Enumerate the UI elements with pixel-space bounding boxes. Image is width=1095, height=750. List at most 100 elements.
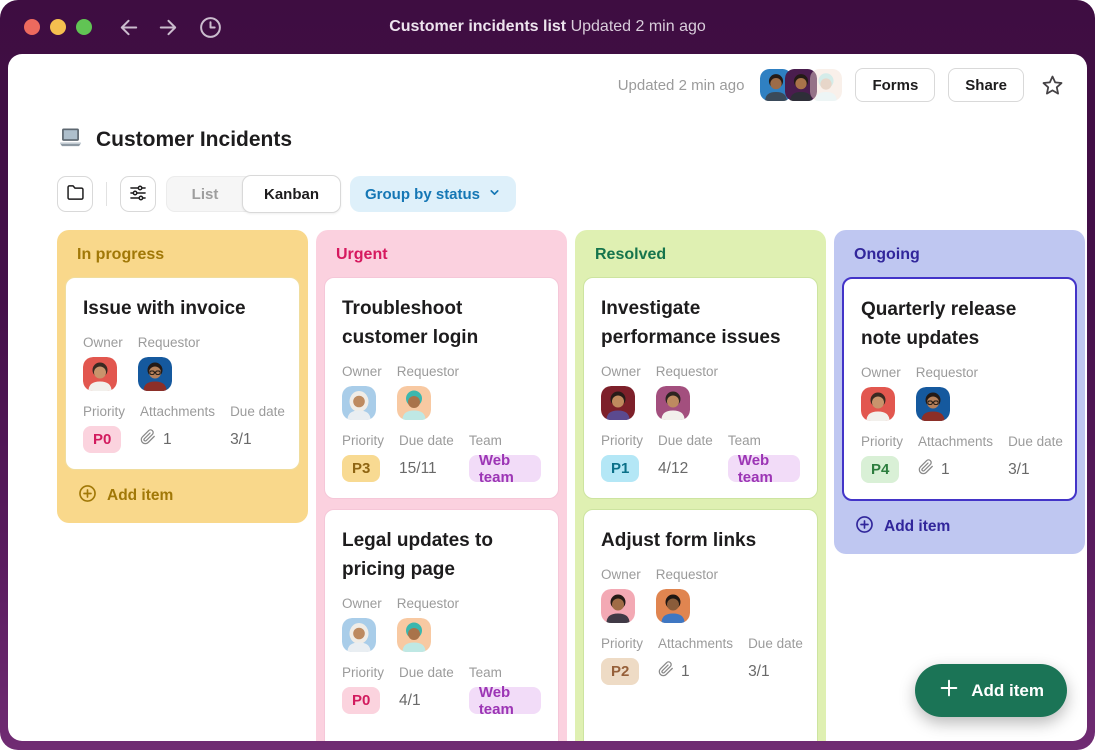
column-header: In progress (77, 246, 165, 263)
card-troubleshoot-customer-login[interactable]: Troubleshoot customer login Owner Reques… (324, 277, 559, 499)
avatar[interactable] (760, 69, 793, 101)
folder-icon (65, 182, 86, 206)
team-badge[interactable]: Web team (468, 452, 541, 486)
star-icon[interactable] (1037, 68, 1067, 102)
tab-kanban-view[interactable]: Kanban (242, 175, 342, 213)
tab-list-view[interactable]: List (191, 185, 219, 203)
toolbar: List Kanban Group by status (57, 175, 517, 213)
field-label: Requestor (915, 365, 979, 380)
avatar[interactable] (810, 69, 843, 101)
priority-badge[interactable]: P0 (83, 426, 122, 453)
due-date-value[interactable]: 4/1 (399, 691, 421, 709)
priority-badge[interactable]: P1 (601, 455, 640, 482)
card-title: Quarterly release note updates (861, 299, 1017, 349)
paperclip-icon (918, 459, 934, 480)
card-title: Troubleshoot customer login (342, 298, 479, 348)
owner-avatar[interactable] (861, 387, 895, 421)
team-badge[interactable]: Web team (727, 452, 800, 486)
attachments-value[interactable]: 1 (658, 661, 690, 682)
field-label: Requestor (137, 335, 201, 350)
card-title: Legal updates to pricing page (342, 530, 493, 580)
forward-icon[interactable] (156, 16, 179, 39)
attachments-value[interactable]: 1 (140, 429, 172, 450)
requestor-avatar[interactable] (137, 357, 172, 391)
priority-badge[interactable]: P2 (601, 658, 640, 685)
filter-button[interactable] (120, 176, 156, 212)
priority-badge[interactable]: P4 (861, 456, 900, 483)
card-quarterly-release-note-updates[interactable]: Quarterly release note updates Owner Req… (842, 277, 1077, 501)
paperclip-icon (140, 429, 156, 450)
requestor-avatar[interactable] (915, 387, 950, 421)
requestor-avatar[interactable] (655, 386, 690, 420)
field-label: Priority (601, 636, 644, 651)
field-label: Requestor (655, 567, 719, 582)
card-investigate-performance-issues[interactable]: Investigate performance issues Owner Req… (583, 277, 818, 499)
page-title: Customer Incidents (57, 124, 292, 156)
column-header: Ongoing (854, 246, 920, 263)
field-label: Due date (748, 636, 803, 651)
member-avatars[interactable] (760, 69, 843, 101)
requestor-avatar[interactable] (396, 618, 431, 652)
paperclip-icon (658, 661, 674, 682)
source-folder-button[interactable] (57, 176, 93, 212)
owner-avatar[interactable] (342, 386, 376, 420)
forms-button[interactable]: Forms (855, 68, 936, 102)
avatar[interactable] (785, 69, 818, 101)
field-label: Attachments (918, 434, 994, 449)
back-icon[interactable] (118, 16, 141, 39)
owner-avatar[interactable] (342, 618, 376, 652)
group-by-dropdown[interactable]: Group by status (350, 176, 517, 212)
attachments-value[interactable]: 1 (918, 459, 950, 480)
field-label: Owner (342, 596, 382, 611)
field-label: Owner (601, 364, 641, 379)
card-adjust-form-links[interactable]: Adjust form links Owner Requestor Priori… (583, 509, 818, 741)
add-item-button[interactable]: Add item (77, 483, 290, 509)
column-header: Urgent (336, 246, 388, 263)
view-switcher: List Kanban (166, 175, 342, 213)
sliders-icon (128, 183, 148, 206)
due-date-value[interactable]: 3/1 (1008, 460, 1030, 478)
kanban-board: In progress Issue with invoice Owner Req… (57, 230, 1085, 741)
field-label: Requestor (655, 364, 719, 379)
field-label: Priority (601, 433, 644, 448)
laptop-icon (57, 124, 84, 156)
column-resolved: Resolved Investigate performance issues … (575, 230, 826, 741)
header-actions: Updated 2 min ago Forms Share (618, 67, 1067, 103)
minimize-window-button[interactable] (50, 19, 66, 35)
field-label: Team (468, 665, 502, 680)
zoom-window-button[interactable] (76, 19, 92, 35)
due-date-value[interactable]: 3/1 (748, 662, 770, 680)
field-label: Due date (1008, 434, 1063, 449)
titlebar: Customer incidents list Updated 2 min ag… (0, 0, 1095, 54)
owner-avatar[interactable] (601, 386, 635, 420)
card-legal-updates-to-pricing-page[interactable]: Legal updates to pricing page Owner Requ… (324, 509, 559, 741)
field-label: Priority (342, 665, 385, 680)
team-badge[interactable]: Web team (468, 684, 541, 718)
requestor-avatar[interactable] (655, 589, 690, 623)
due-date-value[interactable]: 15/11 (399, 459, 437, 477)
owner-avatar[interactable] (601, 589, 635, 623)
field-label: Due date (399, 433, 454, 448)
field-label: Due date (658, 433, 713, 448)
plus-circle-icon (854, 514, 875, 540)
field-label: Requestor (396, 364, 460, 379)
priority-badge[interactable]: P3 (342, 455, 381, 482)
list-content: Updated 2 min ago Forms Share Customer I… (8, 54, 1087, 741)
due-date-value[interactable]: 3/1 (230, 430, 252, 448)
owner-avatar[interactable] (83, 357, 117, 391)
card-issue-with-invoice[interactable]: Issue with invoice Owner Requestor Prior… (65, 277, 300, 470)
window-controls (24, 19, 92, 35)
field-label: Owner (342, 364, 382, 379)
due-date-value[interactable]: 4/12 (658, 459, 689, 477)
page-title-text: Customer Incidents (96, 128, 293, 151)
plus-icon (938, 677, 960, 704)
add-item-fab[interactable]: Add item (915, 664, 1067, 717)
history-clock-icon[interactable] (198, 15, 223, 40)
share-button[interactable]: Share (948, 68, 1024, 102)
close-window-button[interactable] (24, 19, 40, 35)
priority-badge[interactable]: P0 (342, 687, 381, 714)
group-by-label: Group by status (365, 185, 481, 203)
field-label: Due date (230, 404, 285, 419)
add-item-button[interactable]: Add item (854, 514, 1067, 540)
requestor-avatar[interactable] (396, 386, 431, 420)
